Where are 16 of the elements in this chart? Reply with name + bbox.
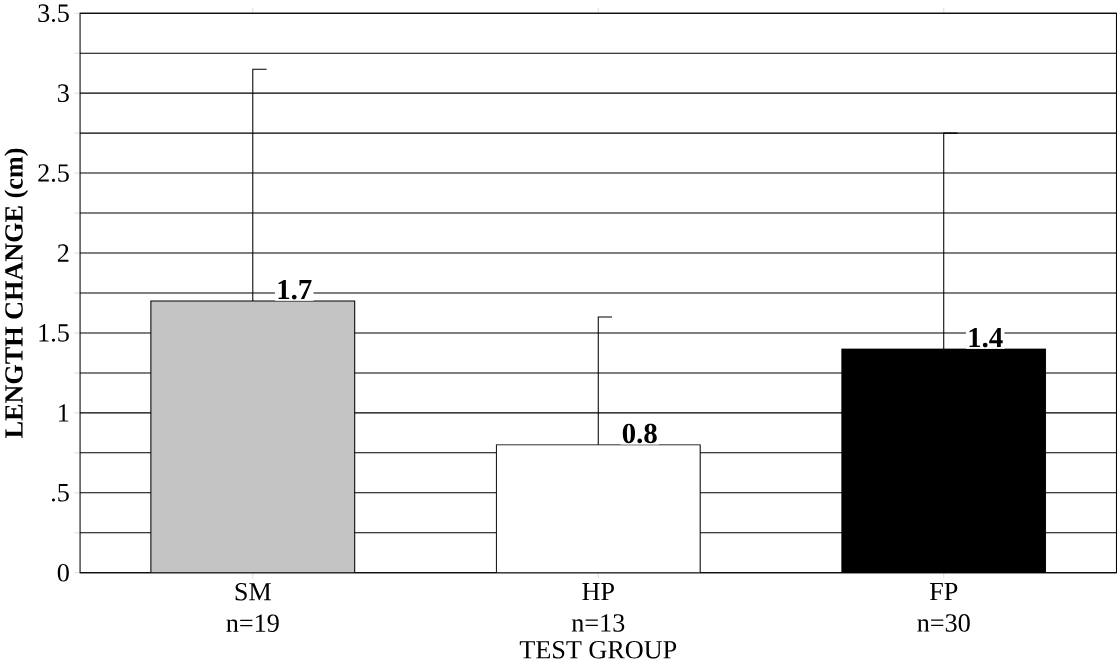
- x-tick-label: HP n=13: [571, 582, 625, 632]
- y-tick-label: 0: [57, 563, 69, 582]
- data-label: 0.8: [622, 423, 657, 444]
- y-tick-label: 2.5: [38, 164, 69, 182]
- y-tick-label: 3: [58, 84, 69, 102]
- y-tick-label: 1.5: [39, 324, 69, 342]
- y-tick-label: .5: [51, 484, 69, 502]
- x-tick-label: FP n=30: [917, 582, 970, 632]
- data-label: 1.4: [969, 327, 1003, 348]
- y-tick-label: 2: [57, 244, 69, 262]
- y-tick-label: 1: [59, 404, 69, 422]
- x-axis-title: TEST GROUP: [519, 641, 677, 659]
- y-axis-title: LENGTH CHANGE (cm): [4, 148, 29, 439]
- data-label: 1.7: [278, 280, 312, 300]
- y-tick-label: 3.5: [38, 4, 69, 23]
- x-tick-label: SM n=19: [226, 582, 279, 632]
